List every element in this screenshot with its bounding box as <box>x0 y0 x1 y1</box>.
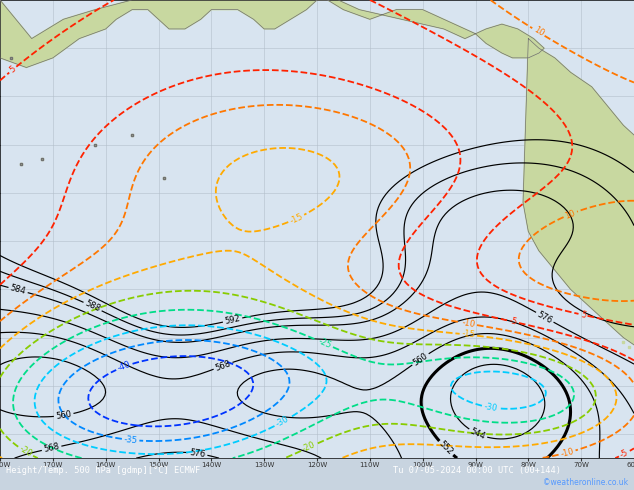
Text: 592: 592 <box>224 314 241 326</box>
Text: 588: 588 <box>84 299 101 314</box>
Text: -25: -25 <box>317 337 333 350</box>
Text: ©weatheronline.co.uk: ©weatheronline.co.uk <box>543 478 628 487</box>
Text: -30: -30 <box>274 415 290 429</box>
Text: -15: -15 <box>288 212 304 225</box>
Text: -35: -35 <box>124 435 138 445</box>
Text: -20: -20 <box>301 441 317 454</box>
Text: -30: -30 <box>483 402 498 413</box>
Text: -20: -20 <box>17 444 34 459</box>
Text: 10: 10 <box>531 25 545 39</box>
Polygon shape <box>328 0 544 58</box>
Text: Height/Temp. 500 hPa [gdmp][°C] ECMWF: Height/Temp. 500 hPa [gdmp][°C] ECMWF <box>6 466 200 475</box>
Text: 560: 560 <box>55 410 72 421</box>
Text: 552: 552 <box>437 440 455 457</box>
Text: 5: 5 <box>579 310 586 320</box>
Text: 544: 544 <box>469 426 487 441</box>
Text: -10: -10 <box>559 447 575 459</box>
Text: -40: -40 <box>117 360 132 373</box>
Text: 10: 10 <box>564 208 577 220</box>
Polygon shape <box>0 0 328 68</box>
Text: 576: 576 <box>536 310 554 325</box>
Text: -5: -5 <box>619 448 630 460</box>
Text: -15: -15 <box>461 329 476 340</box>
Text: 568: 568 <box>43 442 60 454</box>
Text: -5: -5 <box>508 317 518 327</box>
Text: 584: 584 <box>10 284 27 296</box>
Text: 568: 568 <box>214 359 232 373</box>
Text: -10: -10 <box>461 318 476 329</box>
Text: 560: 560 <box>411 351 429 368</box>
Text: 576: 576 <box>189 448 206 459</box>
Polygon shape <box>523 39 634 362</box>
Text: Tu 07-05-2024 00:00 UTC (00+144): Tu 07-05-2024 00:00 UTC (00+144) <box>393 466 561 475</box>
Text: 5: 5 <box>8 65 18 75</box>
